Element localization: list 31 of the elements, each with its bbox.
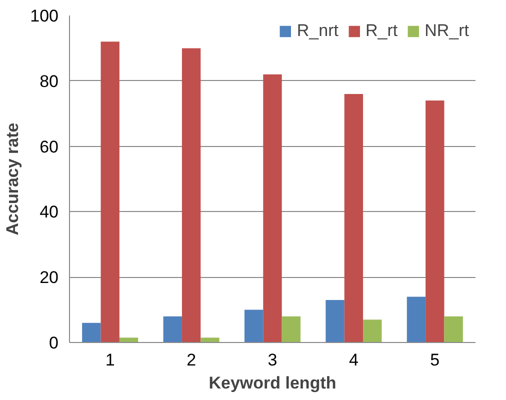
- bar: [406, 296, 426, 342]
- x-tick-label: 2: [186, 350, 196, 370]
- y-tick-label: 100: [30, 6, 59, 26]
- y-tick-label: 60: [40, 137, 59, 156]
- legend-label: R_rt: [365, 21, 398, 41]
- x-tick-label: 1: [105, 350, 115, 370]
- bar: [100, 42, 120, 342]
- bar: [82, 322, 101, 342]
- bar: [444, 316, 463, 342]
- bar: [344, 94, 364, 342]
- bar: [182, 48, 201, 342]
- y-tick-label: 20: [40, 268, 59, 288]
- bar: [426, 100, 444, 342]
- bar: [263, 74, 282, 342]
- bar: [163, 316, 182, 342]
- y-tick-label: 80: [40, 72, 59, 91]
- bar: [244, 310, 264, 342]
- bar: [119, 338, 138, 342]
- y-tick-label: 40: [40, 202, 59, 222]
- x-tick-label: 4: [348, 350, 358, 370]
- x-tick-label: 5: [430, 350, 440, 370]
- legend-label: NR_rt: [424, 21, 469, 41]
- legend-label: R_nrt: [296, 21, 338, 41]
- y-tick-label: 0: [49, 334, 59, 352]
- bar: [363, 320, 382, 342]
- x-axis-title: Keyword length: [208, 374, 336, 392]
- x-tick-label: 3: [268, 350, 278, 370]
- bar: [200, 338, 220, 342]
- y-axis-title: Accuracy rate: [3, 122, 22, 236]
- bar: [282, 316, 301, 342]
- bar: [326, 300, 344, 342]
